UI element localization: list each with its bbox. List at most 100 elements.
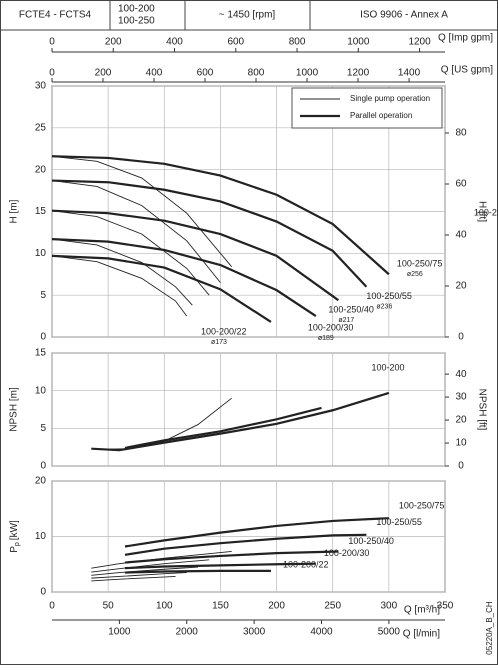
y-title: H [m]	[9, 199, 20, 223]
tick-label: 300	[381, 601, 398, 612]
tick-label: 1200	[408, 37, 431, 48]
y-tick-label: 15	[35, 206, 47, 217]
tick-label: 400	[146, 68, 163, 79]
curve-label: 100-250/40	[328, 305, 374, 315]
tick-label: 800	[289, 37, 306, 48]
curve	[124, 550, 339, 564]
y-tick-label: 5	[40, 423, 46, 434]
y-tick-label: 10	[35, 531, 47, 542]
axis-title: Q [Imp gpm]	[438, 33, 493, 44]
header-cell: FCTE4 - FCTS4	[19, 10, 92, 21]
y2-tick-label: 0	[458, 332, 464, 343]
y-title-unit: [kW]	[9, 520, 20, 540]
tick-label: 200	[95, 68, 112, 79]
curve	[124, 562, 316, 570]
curve	[91, 559, 210, 573]
y2-tick-label: 80	[455, 128, 467, 139]
y2-tick-label: 10	[455, 438, 467, 449]
curve	[96, 397, 232, 450]
y-title: NPSH [m]	[9, 387, 20, 432]
tick-label: 0	[49, 601, 55, 612]
y-title-main: P	[9, 546, 20, 553]
curve-label: 100-200	[371, 362, 404, 372]
curve-label: 100-250/55	[376, 517, 422, 527]
legend-box	[291, 87, 443, 129]
tick-label: 50	[103, 601, 115, 612]
header-cell: 100-200	[118, 4, 155, 15]
tick-label: 1400	[398, 68, 421, 79]
y-tick-label: 0	[40, 461, 46, 472]
curve	[51, 254, 272, 323]
tick-label: 800	[248, 68, 265, 79]
y2-tick-label: 20	[455, 415, 467, 426]
tick-label: 3000	[243, 627, 266, 638]
legend-label: Single pump operation	[350, 94, 430, 103]
curve	[124, 517, 389, 548]
header-cell: ISO 9906 - Annex A	[360, 10, 448, 21]
y-tick-label: 20	[35, 476, 47, 487]
curve-diameter: ø236	[376, 304, 392, 311]
y2-tick-label: 30	[455, 392, 467, 403]
y-tick-label: 25	[35, 122, 47, 133]
axis-title: Q [US gpm]	[441, 65, 493, 76]
tick-label: 250	[324, 601, 341, 612]
curve	[124, 569, 271, 574]
y-tick-label: 5	[40, 290, 46, 301]
curve	[124, 533, 367, 556]
tick-label: 600	[197, 68, 214, 79]
y-tick-label: 20	[35, 164, 47, 175]
tick-label: 200	[105, 37, 122, 48]
y-title: Pp [kW]	[9, 520, 21, 553]
tick-label: 1000	[108, 627, 131, 638]
y2-title: H [ft]	[476, 201, 487, 222]
curve	[51, 155, 233, 268]
tick-label: 1000	[347, 37, 370, 48]
curve-diameter: ø189	[318, 335, 334, 342]
tick-label: 5000	[378, 627, 401, 638]
curve	[51, 238, 317, 318]
tick-label: 100	[156, 601, 173, 612]
curve	[91, 576, 176, 582]
y2-tick-label: 40	[455, 369, 467, 380]
tick-label: 1000	[296, 68, 319, 79]
curve	[51, 155, 390, 276]
y-tick-label: 30	[35, 81, 47, 92]
tick-label: 600	[227, 37, 244, 48]
tick-label: 0	[49, 37, 55, 48]
legend-label: Parallel operation	[350, 111, 412, 120]
header: FCTE4 - FCTS4 100-200 100-250 ~ 1450 [rp…	[0, 0, 498, 31]
curve	[51, 210, 210, 296]
y2-tick-label: 40	[455, 230, 467, 241]
axis-title: Q [l/min]	[403, 629, 440, 640]
curve	[51, 209, 339, 302]
header-cell: 100-250	[118, 16, 155, 27]
y-title-sub: p	[14, 542, 21, 546]
tick-label: 1200	[347, 68, 370, 79]
curve	[51, 238, 193, 306]
curve	[91, 391, 390, 452]
tick-label: 2000	[176, 627, 199, 638]
y2-title: NPSH [ft]	[476, 389, 487, 431]
curve-label: 100-250/75	[399, 501, 445, 511]
y-tick-label: 10	[35, 385, 47, 396]
curve-diameter: ø173	[211, 339, 227, 346]
y2-tick-label: 0	[458, 461, 464, 472]
curve	[124, 406, 322, 450]
curve-label: 100-250/40	[348, 536, 394, 546]
curve-label: 100-250	[474, 207, 498, 217]
curve-label: 100-250/55	[366, 291, 412, 301]
curve-diameter: ø256	[407, 271, 423, 278]
curve	[91, 572, 187, 579]
curve-label: 100-250/75	[397, 259, 443, 269]
drawing-code: 05220A_B_CH	[485, 601, 494, 655]
curve-label: 100-200/22	[201, 326, 247, 336]
tick-label: 400	[166, 37, 183, 48]
curve	[91, 551, 232, 569]
curve-label: 100-200/30	[324, 548, 370, 558]
curve	[91, 566, 199, 576]
y2-tick-label: 60	[455, 179, 467, 190]
curve-label: 100-200/22	[283, 559, 329, 569]
header-cell: ~ 1450 [rpm]	[219, 10, 276, 21]
tick-label: 150	[212, 601, 229, 612]
